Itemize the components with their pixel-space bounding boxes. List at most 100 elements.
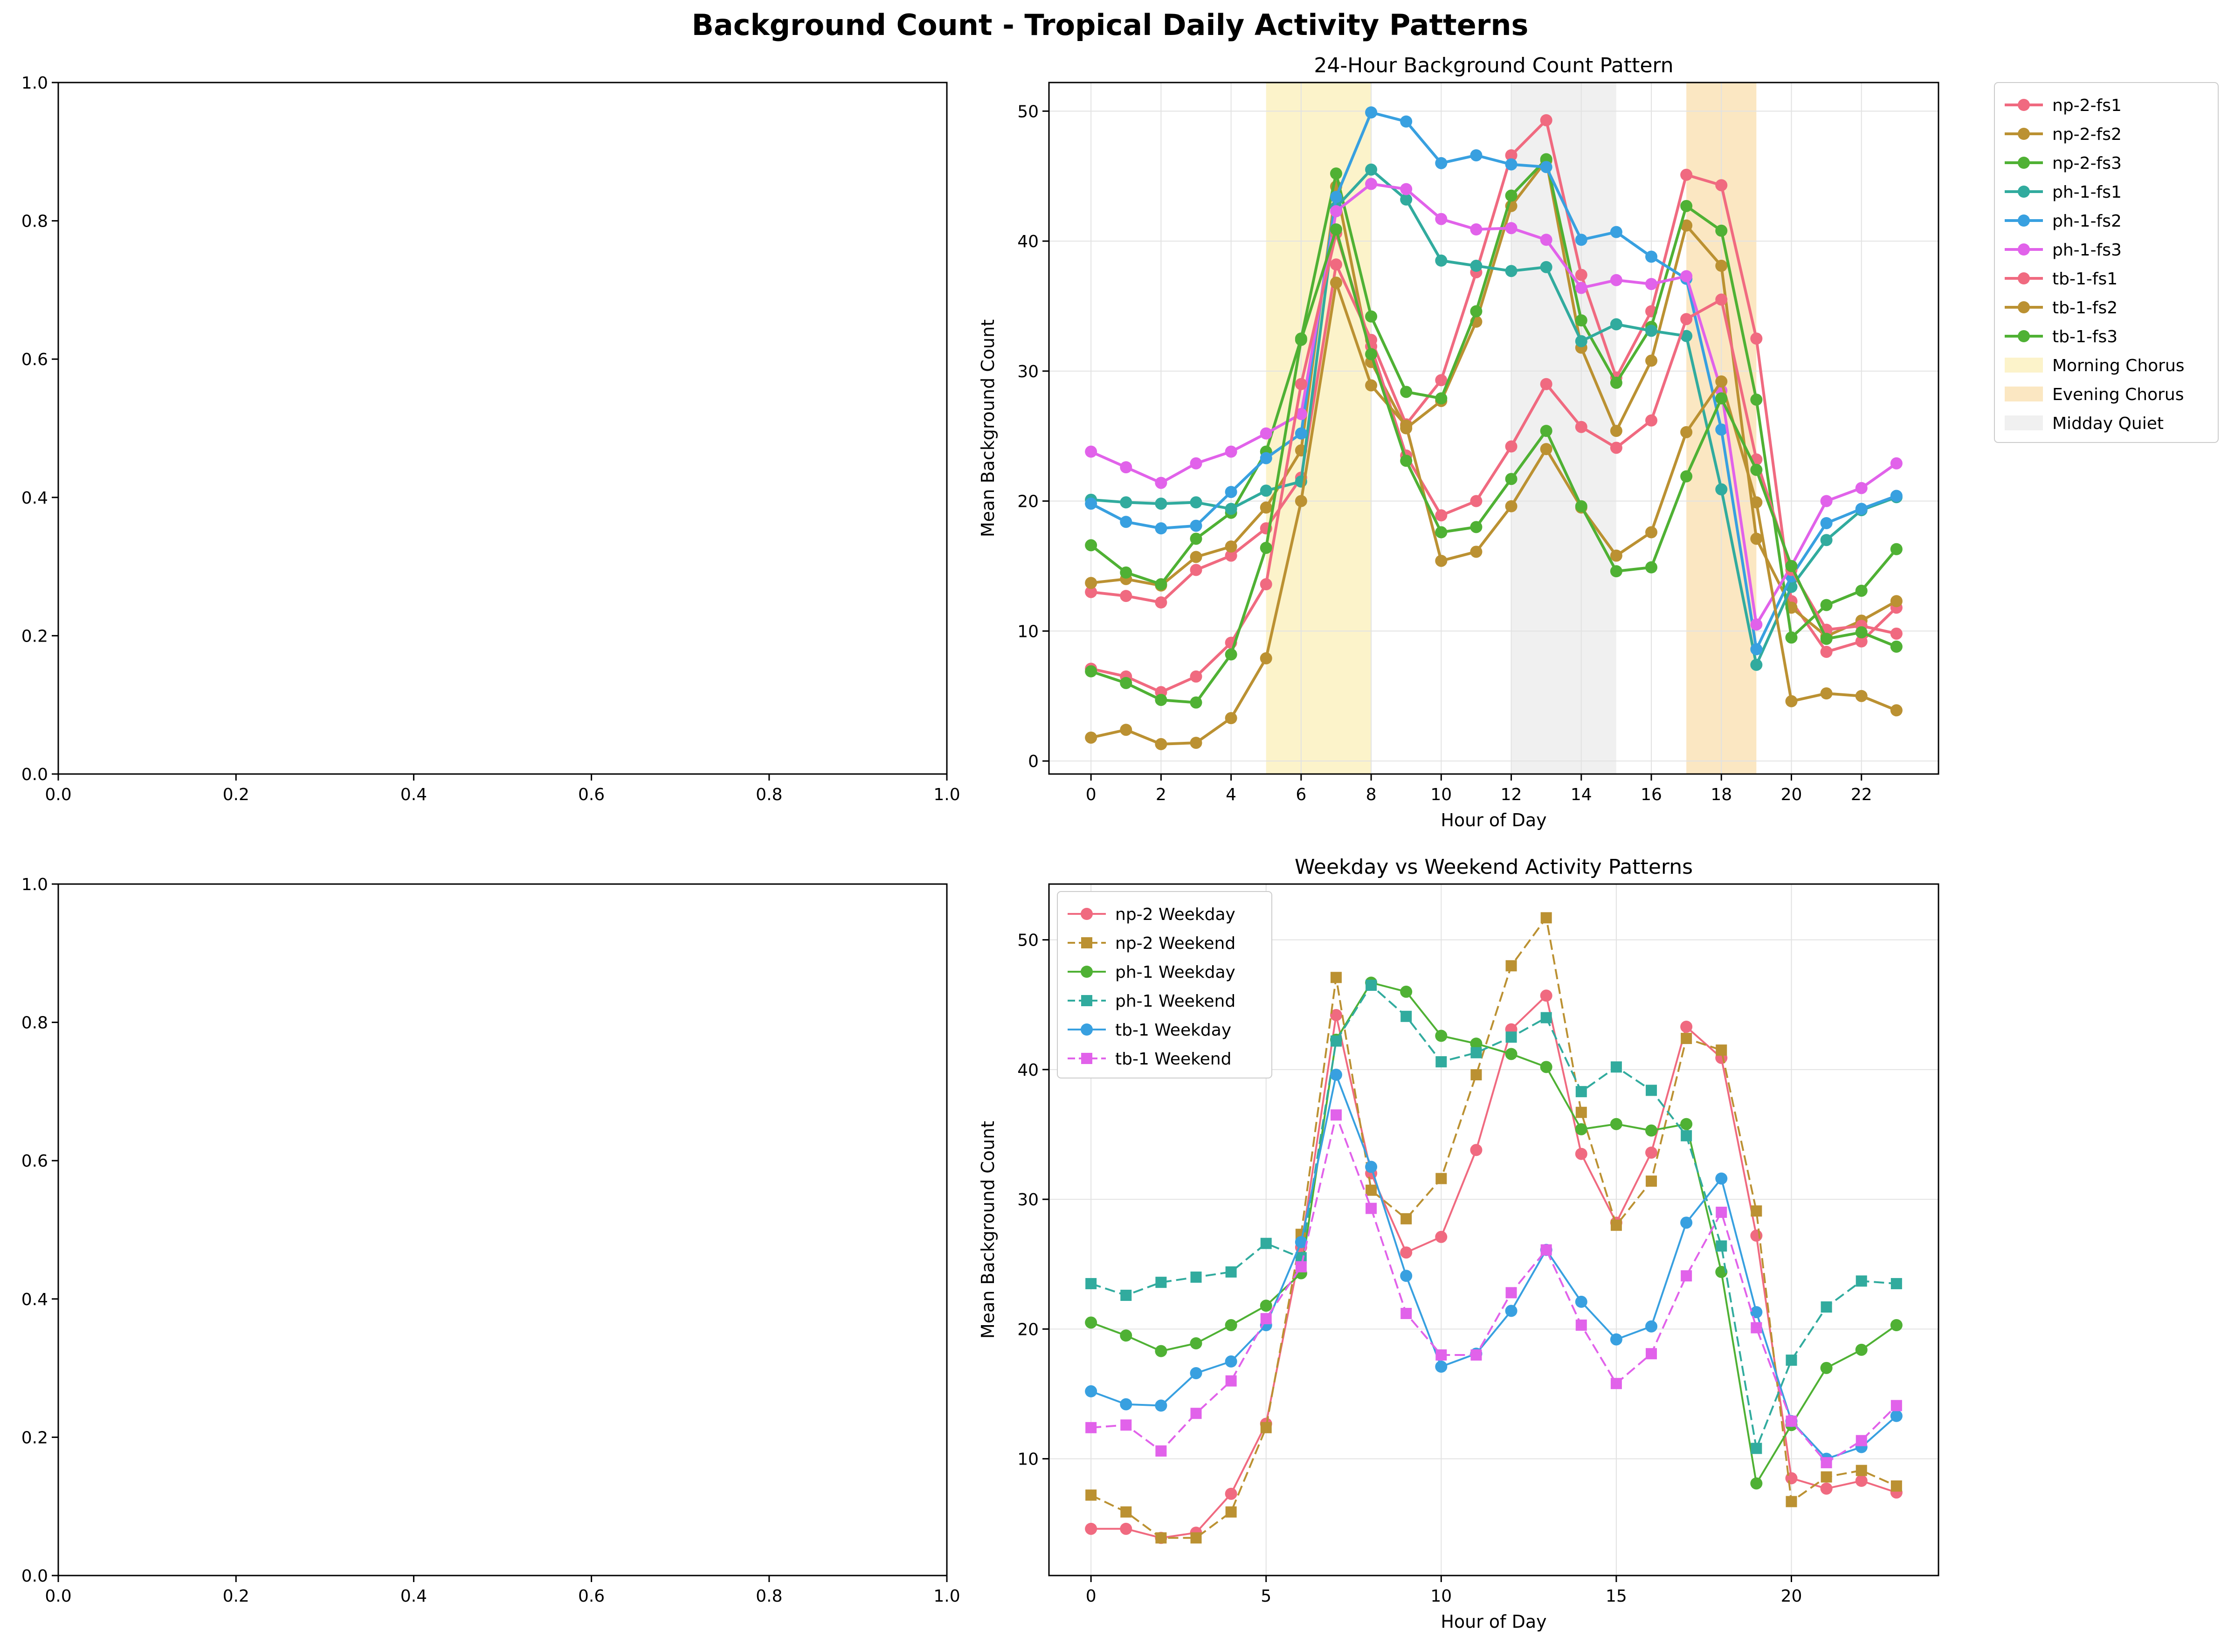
y-tick-label: 0.2 (21, 627, 48, 646)
data-point-tb-1-weekday (1610, 1333, 1622, 1346)
data-point-np-2-weekday (1085, 1522, 1097, 1535)
data-point-np-2-fs2 (1750, 532, 1763, 545)
legend-label-np-2-fs2: np-2-fs2 (2052, 125, 2122, 144)
data-point-tb-1-fs3 (1505, 473, 1518, 485)
data-point-tb-1-weekday (1295, 1236, 1307, 1248)
data-point-ph-1-fs3 (1890, 457, 1903, 470)
legend-marker-np-2-fs3 (2018, 157, 2030, 169)
data-point-tb-1-fs1 (1435, 509, 1448, 522)
data-point-ph-1-weekend (1260, 1237, 1272, 1249)
x-tick-label: 0.6 (578, 1587, 605, 1606)
x-tick-label: 0.2 (223, 785, 249, 804)
legend-label-ph-1-weekend: ph-1 Weekend (1115, 992, 1235, 1011)
data-point-ph-1-fs3 (1540, 234, 1552, 246)
data-point-tb-1-weekend (1890, 1400, 1902, 1411)
data-point-ph-1-fs3 (1855, 482, 1868, 494)
y-tick-label: 40 (1017, 1061, 1039, 1080)
data-point-ph-1-fs2 (1225, 486, 1237, 498)
data-point-tb-1-weekend (1786, 1415, 1797, 1427)
legend-label-tb-1-weekday: tb-1 Weekday (1115, 1021, 1231, 1040)
data-point-tb-1-fs2 (1610, 549, 1622, 562)
data-point-np-2-fs1 (1330, 258, 1342, 271)
data-point-np-2-weekday (1575, 1147, 1587, 1160)
data-point-tb-1-weekday (1365, 1161, 1378, 1173)
data-point-ph-1-weekday (1855, 1343, 1868, 1356)
data-point-np-2-weekday (1435, 1230, 1448, 1243)
data-point-np-2-fs3 (1435, 392, 1448, 405)
data-point-np-2-weekday (1470, 1144, 1483, 1156)
series-line-tb-1-weekday (1090, 1074, 1897, 1460)
data-point-tb-1-fs2 (1400, 419, 1413, 432)
data-point-tb-1-fs3 (1435, 526, 1448, 539)
data-point-tb-1-fs3 (1890, 640, 1903, 653)
data-point-ph-1-fs1 (1680, 330, 1693, 342)
legend-marker-tb-1-weekend (1081, 1053, 1092, 1064)
legend-marker-ph-1-fs2 (2018, 214, 2030, 227)
data-point-np-2-fs2 (1085, 577, 1097, 589)
x-tick-label: 0 (1086, 1587, 1097, 1606)
data-point-tb-1-weekday (1085, 1385, 1097, 1397)
data-point-tb-1-fs2 (1155, 738, 1167, 750)
data-point-tb-1-weekday (1330, 1069, 1342, 1081)
data-point-tb-1-weekend (1470, 1349, 1482, 1361)
data-point-tb-1-fs2 (1750, 496, 1763, 509)
axes-frame (57, 883, 948, 1576)
y-tick-label: 0 (1028, 752, 1039, 771)
legend-label-tb-1-weekend: tb-1 Weekend (1115, 1050, 1231, 1069)
data-point-ph-1-fs1 (1645, 325, 1658, 337)
data-point-tb-1-fs3 (1365, 348, 1378, 360)
series-line-tb-1-weekend (1090, 1114, 1897, 1464)
legend-marker-tb-1-fs3 (2018, 330, 2030, 342)
data-point-np-2-weekend (1716, 1044, 1727, 1056)
data-point-tb-1-fs3 (1540, 425, 1552, 437)
data-point-tb-1-weekday (1575, 1295, 1587, 1308)
data-point-ph-1-weekday (1680, 1118, 1693, 1130)
data-point-np-2-weekend (1610, 1219, 1622, 1231)
data-point-np-2-fs3 (1330, 167, 1342, 180)
y-tick-label: 10 (1017, 622, 1039, 641)
series-line-np-2-fs3 (1090, 158, 1898, 639)
data-point-np-2-fs2 (1645, 354, 1658, 367)
data-point-tb-1-weekend (1155, 1445, 1167, 1457)
data-point-ph-1-fs2 (1155, 522, 1167, 535)
legend: np-2 Weekday np-2 Weekend ph-1 Weekday ph-1… (1057, 891, 1272, 1078)
data-point-ph-1-fs2 (1260, 452, 1272, 464)
data-point-ph-1-fs2 (1505, 158, 1518, 171)
legend-marker-ph-1-weekday (1081, 966, 1093, 978)
data-point-np-2-fs1 (1190, 564, 1202, 576)
data-point-np-2-fs3 (1890, 543, 1903, 555)
data-point-ph-1-weekend (1890, 1278, 1902, 1289)
x-tick-label: 0 (1086, 785, 1097, 804)
data-point-tb-1-weekend (1575, 1320, 1587, 1331)
data-point-ph-1-fs3 (1365, 178, 1378, 190)
axes-frame (57, 82, 948, 775)
data-point-ph-1-weekend (1681, 1130, 1692, 1141)
data-point-ph-1-weekday (1540, 1061, 1552, 1073)
x-tick-label: 15 (1606, 1587, 1627, 1606)
data-point-ph-1-fs3 (1120, 461, 1132, 474)
data-point-np-2-weekday (1680, 1021, 1693, 1033)
data-point-ph-1-fs3 (1680, 270, 1693, 283)
data-point-ph-1-weekend (1610, 1061, 1622, 1073)
data-point-tb-1-fs3 (1190, 696, 1202, 709)
data-point-ph-1-weekend (1716, 1240, 1727, 1252)
data-point-tb-1-weekday (1505, 1305, 1518, 1317)
data-point-ph-1-weekend (1821, 1301, 1832, 1313)
x-tick-label: 0.8 (756, 785, 782, 804)
legend-label-midday-quiet: Midday Quiet (2052, 414, 2164, 433)
data-point-ph-1-weekend (1505, 1031, 1517, 1043)
data-point-tb-1-weekday (1155, 1399, 1167, 1412)
data-point-tb-1-fs3 (1785, 560, 1798, 572)
data-point-tb-1-fs1 (1890, 627, 1903, 640)
y-axis-label: Mean Background Count (978, 1121, 998, 1339)
data-point-np-2-weekend (1505, 960, 1517, 972)
legend-label-tb-1-fs3: tb-1-fs3 (2052, 327, 2118, 346)
data-point-tb-1-weekday (1225, 1355, 1237, 1368)
data-point-tb-1-weekend (1120, 1419, 1132, 1431)
data-point-tb-1-fs3 (1120, 677, 1132, 689)
data-point-tb-1-weekend (1751, 1322, 1762, 1334)
data-point-np-2-fs1 (1435, 374, 1448, 387)
data-point-ph-1-fs2 (1120, 516, 1132, 528)
y-tick-label: 1.0 (21, 74, 48, 93)
data-point-np-2-weekend (1435, 1173, 1447, 1184)
